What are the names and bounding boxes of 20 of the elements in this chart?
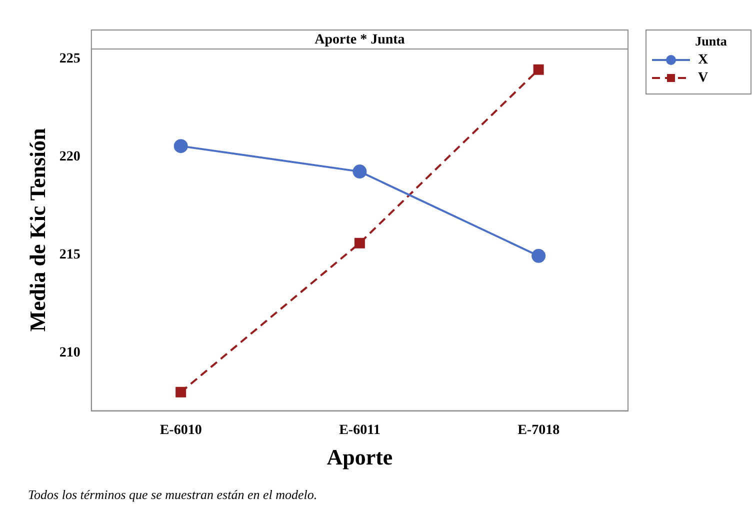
y-tick-label: 215: [59, 248, 80, 263]
legend-label: X: [698, 52, 708, 68]
y-tick-label: 225: [59, 51, 80, 66]
x-tick-label: E-7018: [518, 422, 560, 438]
point: [532, 248, 546, 263]
x-tick-label: E-6011: [339, 422, 380, 438]
text: Todos los términos que se muestran están en el modelo.: [28, 487, 318, 502]
y-axis-title: Media de Kic Tensión: [24, 128, 50, 332]
chart-title: Aporte * Junta: [314, 32, 405, 48]
point: [533, 64, 544, 75]
point: [354, 238, 365, 248]
point: [174, 139, 188, 154]
point: [176, 386, 186, 398]
legend-label: V: [698, 70, 708, 86]
x-axis-title: Aporte: [326, 444, 393, 470]
legend-title: Junta: [695, 33, 728, 48]
x-tick-label: E-6010: [160, 422, 202, 438]
y-tick-label: 220: [59, 149, 80, 164]
point: [352, 164, 367, 179]
y-tick-label: 210: [59, 346, 80, 361]
